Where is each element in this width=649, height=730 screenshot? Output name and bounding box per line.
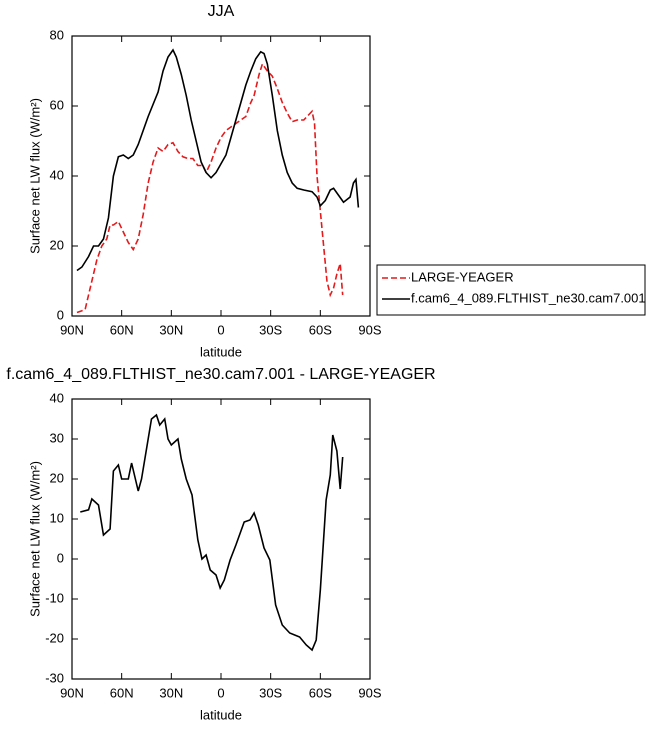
x-tick-label: 90N — [60, 322, 84, 337]
x-tick-label: 60N — [110, 685, 134, 700]
y-tick-label: 0 — [57, 307, 64, 322]
x-tick-label: 90S — [358, 685, 381, 700]
x-tick-label: 30N — [159, 322, 183, 337]
plot-frame — [71, 398, 371, 680]
y-tick-label: 10 — [50, 510, 64, 525]
y-tick-label: 20 — [50, 470, 64, 485]
y-tick-label: 40 — [50, 167, 64, 182]
x-tick-label: 30S — [259, 322, 282, 337]
data-line — [80, 413, 344, 652]
x-axis-label: latitude — [200, 707, 242, 722]
y-tick-label: 40 — [50, 390, 64, 405]
y-tick-label: 20 — [50, 237, 64, 252]
chart-title: JJA — [208, 3, 235, 20]
x-tick-label: 60S — [309, 322, 332, 337]
x-tick-label: 90S — [358, 322, 381, 337]
y-axis-label: Surface net LW flux (W/m²) — [27, 98, 42, 254]
legend-box — [376, 264, 646, 316]
x-tick-label: 0 — [217, 322, 224, 337]
x-tick-label: 30S — [259, 685, 282, 700]
x-tick-label: 90N — [60, 685, 84, 700]
y-tick-label: -20 — [45, 630, 64, 645]
y-tick-label: 80 — [50, 27, 64, 42]
y-tick-label: -10 — [45, 590, 64, 605]
legend-label: f.cam6_4_089.FLTHIST_ne30.cam7.001 — [411, 290, 646, 305]
y-tick-label: -30 — [45, 670, 64, 685]
chart-title: f.cam6_4_089.FLTHIST_ne30.cam7.001 - LAR… — [6, 366, 435, 383]
data-line — [76, 48, 360, 272]
x-tick-label: 30N — [159, 685, 183, 700]
x-tick-label: 60S — [309, 685, 332, 700]
y-tick-label: 0 — [57, 550, 64, 565]
data-line — [76, 62, 344, 314]
x-axis-label: latitude — [200, 344, 242, 359]
y-tick-label: 30 — [50, 430, 64, 445]
x-tick-label: 0 — [217, 685, 224, 700]
y-axis-label: Surface net LW flux (W/m²) — [27, 461, 42, 617]
x-tick-label: 60N — [110, 322, 134, 337]
plot-frame — [71, 35, 371, 317]
y-tick-label: 60 — [50, 97, 64, 112]
legend-label: LARGE-YEAGER — [411, 269, 514, 284]
